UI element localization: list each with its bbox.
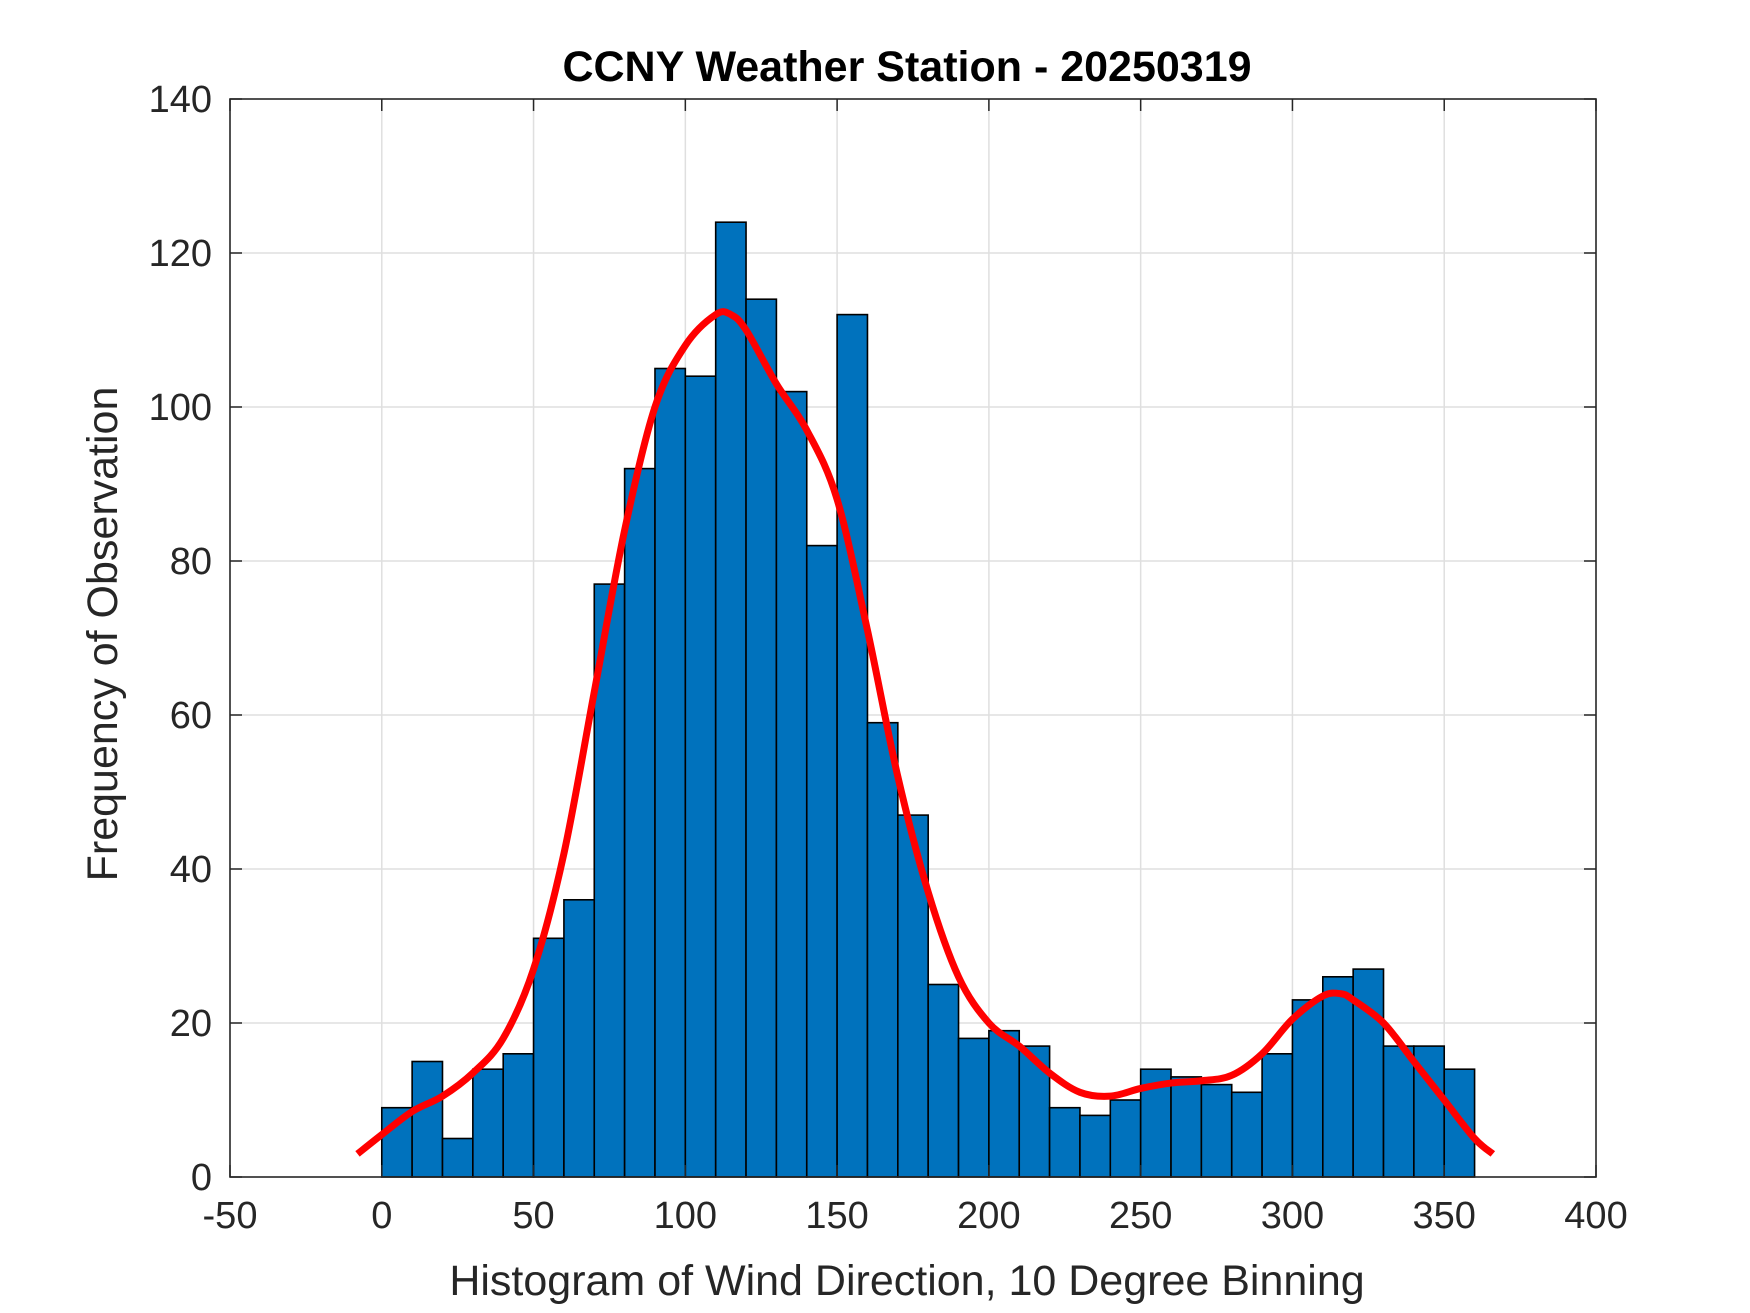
x-tick-label: 100 bbox=[654, 1195, 717, 1237]
x-tick-label: 400 bbox=[1564, 1195, 1627, 1237]
x-tick-label: 300 bbox=[1261, 1195, 1324, 1237]
histogram-bar bbox=[988, 1029, 1021, 1178]
grid-lines bbox=[230, 99, 1596, 1177]
y-axis-label: Frequency of Observation bbox=[79, 387, 127, 882]
y-tick-label: 120 bbox=[149, 233, 212, 275]
histogram-bar bbox=[472, 1068, 505, 1178]
x-tick-label: 350 bbox=[1413, 1195, 1476, 1237]
histogram-bar bbox=[1382, 1045, 1415, 1178]
x-tick-label: 250 bbox=[1109, 1195, 1172, 1237]
axes bbox=[229, 98, 1597, 1178]
density-curve-group bbox=[355, 308, 1496, 1157]
histogram-bar bbox=[957, 1037, 990, 1178]
histogram-bar bbox=[684, 375, 717, 1178]
chart-title: CCNY Weather Station - 20250319 bbox=[562, 43, 1251, 91]
histogram-bar bbox=[623, 467, 656, 1178]
histogram-bar bbox=[1048, 1106, 1081, 1178]
histogram-bar bbox=[927, 983, 960, 1178]
histogram-bar bbox=[502, 1053, 535, 1178]
histogram-bar bbox=[1109, 1099, 1142, 1178]
histogram-bar bbox=[745, 298, 778, 1178]
x-tick-label: 150 bbox=[805, 1195, 868, 1237]
histogram-bar bbox=[1322, 975, 1354, 1178]
x-tick-label: -50 bbox=[203, 1195, 258, 1237]
y-tick-label: 60 bbox=[170, 695, 212, 737]
histogram-bar bbox=[1170, 1076, 1203, 1178]
y-tick-label: 140 bbox=[149, 79, 212, 121]
x-axis-label: Histogram of Wind Direction, 10 Degree B… bbox=[449, 1257, 1364, 1305]
y-tick-labels: 0 20 40 60 80 100 120 140 bbox=[149, 79, 212, 1199]
histogram-bar bbox=[532, 937, 565, 1178]
histogram-bar bbox=[1261, 1053, 1294, 1178]
y-tick-label: 0 bbox=[191, 1157, 212, 1199]
histogram-bar bbox=[866, 721, 899, 1178]
histogram-bar bbox=[775, 390, 808, 1178]
x-tick-label: 50 bbox=[512, 1195, 554, 1237]
axes-box bbox=[229, 98, 1597, 1178]
x-tick-label: 200 bbox=[957, 1195, 1020, 1237]
histogram-bar bbox=[441, 1137, 474, 1178]
histogram-bar bbox=[411, 1060, 444, 1178]
y-tick-label: 100 bbox=[149, 387, 212, 429]
histogram-bar bbox=[805, 544, 838, 1178]
histogram-bar bbox=[836, 313, 869, 1178]
density-curve bbox=[355, 308, 1496, 1157]
x-tick-label: 0 bbox=[371, 1195, 392, 1237]
histogram-bar bbox=[1079, 1114, 1112, 1178]
histogram-bar bbox=[1200, 1083, 1233, 1178]
histogram-bar bbox=[563, 898, 596, 1178]
histogram-bars bbox=[380, 221, 1476, 1178]
histogram-bar bbox=[714, 221, 747, 1178]
histogram-bar bbox=[654, 367, 687, 1178]
y-tick-label: 80 bbox=[170, 541, 212, 583]
histogram-bar bbox=[1230, 1091, 1263, 1178]
y-tick-label: 40 bbox=[170, 849, 212, 891]
y-tick-label: 20 bbox=[170, 1003, 212, 1045]
x-tick-labels: -50 0 50 100 150 200 250 300 350 400 bbox=[203, 1195, 1628, 1237]
histogram-bar bbox=[1291, 999, 1324, 1178]
